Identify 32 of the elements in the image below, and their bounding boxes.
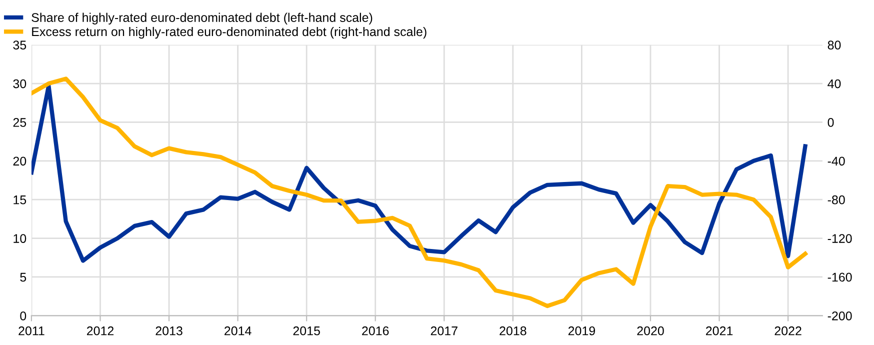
- y-tick-label: 20: [13, 156, 26, 166]
- legend-label: Share of highly-rated euro-denominated debt (left-hand scale): [32, 12, 372, 24]
- x-tick-label: 2015: [293, 326, 320, 336]
- y-tick-label: 15: [14, 196, 26, 204]
- x-tick-label: 2013: [156, 326, 182, 336]
- y-tick-label: 25: [13, 118, 26, 127]
- x-tick-label: 2022: [774, 326, 802, 336]
- y2-tick-label: -160: [828, 272, 852, 282]
- y2-tick-label: -120: [828, 234, 852, 243]
- y-tick-label: 0: [20, 311, 26, 320]
- y-tick-label: 35: [13, 40, 26, 50]
- y2-tick-label: 40: [828, 79, 841, 88]
- y2-tick-label: 0: [828, 118, 834, 127]
- y2-tick-label: -40: [828, 156, 845, 166]
- y-tick-label: 5: [20, 272, 26, 282]
- y2-tick-label: -200: [828, 311, 852, 320]
- y2-tick-label: -80: [828, 195, 845, 204]
- x-tick-label: 2016: [362, 326, 389, 336]
- x-tick-label: 2019: [568, 326, 596, 336]
- y2-tick-label: 80: [828, 40, 841, 50]
- line-series: [31, 84, 808, 263]
- x-tick-label: 2014: [224, 326, 252, 336]
- x-tick-label: 2020: [637, 326, 664, 336]
- x-tick-label: 2021: [706, 326, 733, 336]
- x-tick-label: 2017: [430, 326, 458, 336]
- line-series: [31, 76, 808, 308]
- x-tick-label: 2018: [500, 326, 526, 336]
- y-tick-label: 30: [13, 79, 26, 88]
- legend-label: Excess return on highly-rated euro-denominated debt (right-hand scale): [32, 26, 426, 39]
- x-tick-label: 2011: [18, 326, 44, 336]
- x-tick-label: 2012: [86, 326, 114, 336]
- y-tick-label: 10: [14, 234, 26, 243]
